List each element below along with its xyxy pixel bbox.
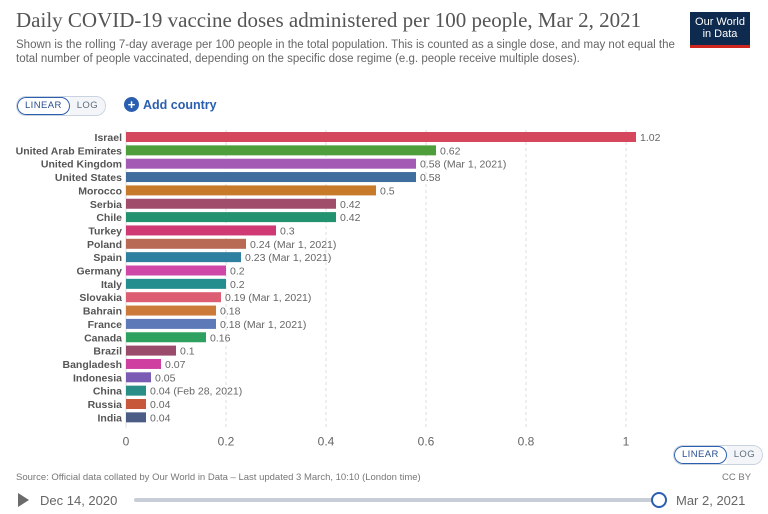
scale-toggle: LINEAR LOG	[16, 96, 106, 116]
country-label: India	[97, 412, 122, 424]
add-country-label: Add country	[143, 97, 217, 112]
value-label: 0.04 (Feb 28, 2021)	[150, 386, 242, 398]
value-label: 0.04	[150, 412, 171, 424]
timeline-slider-track[interactable]	[134, 498, 660, 502]
log-scale-button[interactable]: LOG	[69, 97, 105, 115]
country-label: Poland	[87, 239, 122, 251]
bar[interactable]	[126, 278, 226, 289]
bar[interactable]	[126, 399, 146, 409]
log-scale-button-bottom[interactable]: LOG	[726, 446, 762, 464]
source-note: Source: Official data collated by Our Wo…	[16, 472, 421, 483]
timeline-end-date: Mar 2, 2021	[676, 493, 746, 508]
x-tick-label: 0.6	[418, 435, 435, 449]
x-tick-label: 0.2	[218, 435, 235, 449]
value-label: 0.04	[150, 399, 171, 411]
chart-subtitle: Shown is the rolling 7-day average per 1…	[16, 39, 675, 65]
logo-stripe	[690, 45, 750, 48]
country-label: France	[88, 319, 123, 331]
bars: Israel 1.02 United Arab Emirates 0.62 United…	[16, 132, 661, 424]
value-label: 0.58 (Mar 1, 2021)	[420, 159, 506, 171]
country-label: United Arab Emirates	[16, 145, 123, 157]
bar[interactable]	[126, 145, 436, 156]
bar[interactable]	[126, 345, 176, 356]
value-label: 0.23 (Mar 1, 2021)	[245, 252, 331, 264]
country-label: Serbia	[90, 199, 122, 211]
x-tick-label: 0.4	[318, 435, 335, 449]
value-label: 0.18 (Mar 1, 2021)	[220, 319, 306, 331]
chart-title: Daily COVID-19 vaccine doses administere…	[16, 8, 642, 32]
bar[interactable]	[126, 172, 416, 183]
country-label: Indonesia	[73, 372, 122, 384]
country-label: Italy	[101, 279, 122, 291]
value-label: 0.19 (Mar 1, 2021)	[225, 292, 311, 304]
country-label: Chile	[96, 212, 122, 224]
linear-scale-button[interactable]: LINEAR	[17, 97, 70, 115]
value-label: 0.2	[230, 279, 245, 291]
bar[interactable]	[126, 305, 216, 316]
country-label: Bangladesh	[62, 359, 122, 371]
value-label: 0.16	[210, 332, 231, 344]
bar[interactable]	[126, 332, 206, 343]
value-label: 0.07	[165, 359, 186, 371]
country-label: Brazil	[93, 346, 122, 358]
value-label: 0.24 (Mar 1, 2021)	[250, 239, 336, 251]
logo-line-2: in Data	[702, 28, 738, 40]
country-label: Turkey	[88, 225, 122, 237]
bar[interactable]	[126, 158, 416, 169]
value-label: 0.2	[230, 266, 245, 278]
country-label: Israel	[95, 132, 123, 144]
bar[interactable]	[126, 132, 636, 142]
country-label: Germany	[76, 266, 122, 278]
value-label: 1.02	[640, 132, 661, 144]
timeline-start-date: Dec 14, 2020	[40, 493, 118, 508]
country-label: Spain	[93, 252, 122, 264]
bar[interactable]	[126, 238, 246, 249]
bar[interactable]	[126, 412, 146, 423]
value-label: 0.42	[340, 212, 361, 224]
x-tick-label: 1	[623, 435, 630, 449]
bar[interactable]	[126, 198, 336, 209]
owid-logo[interactable]: Our World in Data	[690, 12, 750, 48]
bar[interactable]	[126, 385, 146, 396]
value-label: 0.1	[180, 346, 195, 358]
value-label: 0.05	[155, 372, 176, 384]
bar[interactable]	[126, 358, 161, 369]
bar[interactable]	[126, 252, 241, 263]
country-label: United Kingdom	[41, 159, 122, 171]
value-label: 0.42	[340, 199, 361, 211]
add-country-button[interactable]: + Add country	[124, 97, 217, 112]
bar[interactable]	[126, 185, 376, 196]
value-label: 0.3	[280, 225, 295, 237]
country-label: Morocco	[78, 185, 122, 197]
bar[interactable]	[126, 292, 221, 303]
country-label: Russia	[88, 399, 123, 411]
logo-line-1: Our World	[695, 16, 745, 28]
value-label: 0.18	[220, 306, 241, 318]
value-label: 0.5	[380, 185, 395, 197]
license-link[interactable]: CC BY	[722, 472, 752, 483]
scale-toggle-bottom: LINEAR LOG	[673, 445, 763, 465]
country-label: United States	[55, 172, 122, 184]
value-label: 0.62	[440, 145, 461, 157]
country-label: China	[93, 386, 122, 398]
linear-scale-button-bottom[interactable]: LINEAR	[674, 446, 727, 464]
country-label: Slovakia	[79, 292, 122, 304]
bar[interactable]	[126, 318, 216, 329]
value-label: 0.58	[420, 172, 441, 184]
timeline-slider-handle[interactable]	[651, 492, 667, 508]
country-label: Bahrain	[83, 306, 122, 318]
plus-icon: +	[124, 97, 139, 112]
x-tick-label: 0.8	[518, 435, 535, 449]
x-axis: 0 0.2 0.4 0.6 0.8 1	[123, 435, 630, 449]
bar[interactable]	[126, 372, 151, 383]
bar[interactable]	[126, 265, 226, 276]
bar-chart: Israel 1.02 United Arab Emirates 0.62 United…	[16, 130, 661, 449]
bar[interactable]	[126, 225, 276, 236]
bar[interactable]	[126, 212, 336, 223]
x-tick-label: 0	[123, 435, 130, 449]
play-icon[interactable]	[18, 493, 29, 507]
country-label: Canada	[84, 332, 122, 344]
